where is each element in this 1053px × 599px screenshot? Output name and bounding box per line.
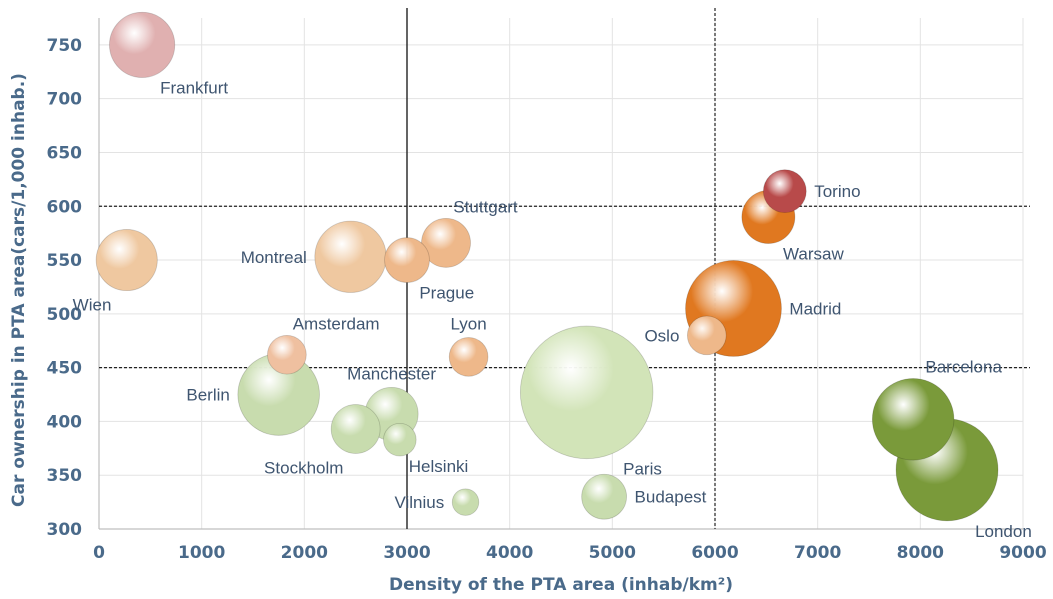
y-tick-label: 550 [47, 251, 83, 271]
y-tick-label: 400 [47, 412, 83, 432]
bubble-barcelona [871, 378, 955, 461]
bubble-label-wien: Wien [73, 296, 112, 315]
bubble-label-oslo: Oslo [644, 326, 679, 345]
bubble-label-stockholm: Stockholm [264, 458, 343, 477]
x-tick-label: 6000 [691, 543, 738, 563]
bubble-label-amsterdam: Amsterdam [293, 314, 380, 333]
y-tick-label: 500 [47, 305, 83, 325]
bubble-lyon [448, 337, 489, 377]
bubble-label-helsinki: Helsinki [409, 457, 469, 476]
y-tick-label: 650 [47, 143, 83, 163]
x-tick-label: 5000 [589, 543, 636, 563]
x-tick-label: 8000 [897, 543, 944, 563]
x-tick-label: 2000 [281, 543, 328, 563]
bubble-montreal [314, 220, 387, 293]
bubble-stuttgart [421, 217, 471, 268]
bubble-label-stuttgart: Stuttgart [453, 197, 518, 216]
bubble-wien [95, 229, 158, 292]
bubble-torino [762, 169, 807, 214]
x-tick-label: 3000 [383, 543, 430, 563]
bubble-label-montreal: Montreal [241, 248, 307, 267]
y-tick-label: 450 [47, 359, 83, 379]
bubble-prague [384, 237, 430, 283]
axes: 0 1000 2000 3000 4000 5000 6000 7000 8000 9000 300… [47, 18, 1047, 563]
bubble-oslo [687, 315, 727, 356]
bubble-label-lyon: Lyon [450, 314, 486, 333]
y-tick-label: 350 [47, 466, 83, 486]
bubble-label-prague: Prague [419, 283, 474, 302]
bubble-label-barcelona: Barcelona [925, 357, 1002, 376]
x-tick-label: 7000 [794, 543, 841, 563]
bubble-label-budapest: Budapest [635, 488, 707, 507]
x-axis-title: Density of the PTA area (inhab/km²) [389, 575, 733, 595]
bubble-stockholm [330, 404, 381, 454]
bubble-paris [519, 325, 654, 460]
bubble-label-madrid: Madrid [789, 299, 841, 318]
y-axis-title: Car ownership in PTA area(cars/1,000 inh… [9, 73, 29, 507]
bubbles [95, 11, 999, 522]
x-tick-label: 0 [93, 543, 105, 563]
bubble-label-frankfurt: Frankfurt [160, 79, 228, 98]
y-tick-label: 600 [47, 197, 83, 217]
bubble-label-berlin: Berlin [186, 386, 229, 405]
y-tick-label: 700 [47, 90, 83, 110]
bubble-label-warsaw: Warsaw [783, 245, 844, 264]
bubble-label-london: London [975, 522, 1032, 541]
bubble-label-paris: Paris [623, 460, 662, 479]
y-tick-label: 300 [47, 520, 83, 540]
bubble-label-manchester: Manchester [347, 364, 436, 383]
x-tick-label: 4000 [486, 543, 533, 563]
x-tick-label: 1000 [178, 543, 225, 563]
bubble-amsterdam [267, 334, 307, 375]
bubble-frankfurt [109, 11, 176, 78]
bubble-budapest [581, 473, 627, 520]
bubble-vilnius [451, 488, 480, 516]
x-tick-label: 9000 [999, 543, 1046, 563]
bubble-labels: Frankfurt Wien Montreal Prague Stuttgart Amst… [73, 79, 1032, 541]
bubble-label-vilnius: Vilnius [394, 493, 444, 512]
bubble-label-torino: Torino [814, 182, 860, 201]
bubble-helsinki [383, 422, 417, 457]
y-tick-label: 750 [47, 36, 83, 56]
